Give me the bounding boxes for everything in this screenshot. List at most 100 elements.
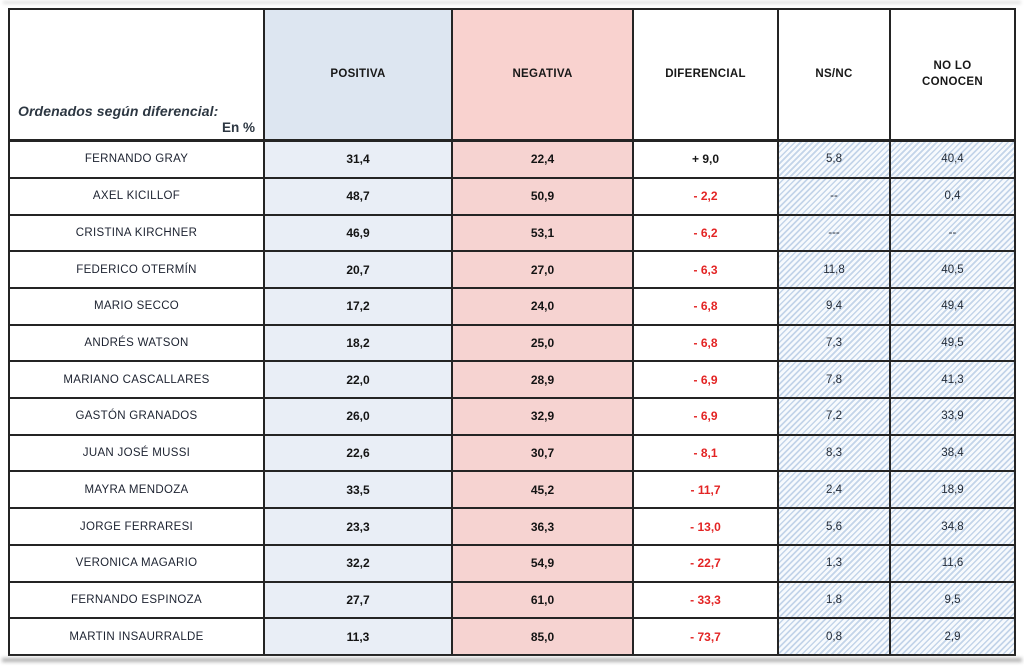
desconocen-value: 2,9 xyxy=(889,617,1016,656)
candidate-name: MARIANO CASCALLARES xyxy=(8,360,265,400)
table-row: MARTIN INSAURRALDE 11,3 85,0 - 73,7 0,8 … xyxy=(8,617,1016,656)
diferencial-value: - 6,9 xyxy=(632,397,779,436)
positiva-value: 22,0 xyxy=(263,360,453,400)
table-row: JORGE FERRARESI 23,3 36,3 - 13,0 5,6 34,… xyxy=(8,507,1016,546)
negativa-value: 32,9 xyxy=(451,397,634,436)
positiva-value: 31,4 xyxy=(263,139,453,179)
negativa-value: 53,1 xyxy=(451,213,634,253)
nsnc-value: 8,3 xyxy=(777,433,891,473)
negativa-value: 85,0 xyxy=(451,617,634,656)
diferencial-value: - 73,7 xyxy=(632,617,779,656)
table-row: GASTÓN GRANADOS 26,0 32,9 - 6,9 7,2 33,9 xyxy=(8,397,1016,436)
table-row: FERNANDO ESPINOZA 27,7 61,0 - 33,3 1,8 9… xyxy=(8,580,1016,620)
positiva-value: 33,5 xyxy=(263,470,453,510)
column-header-no-lo-conocen-label: NO LO CONOCEN xyxy=(922,60,983,89)
candidate-name: CRISTINA KIRCHNER xyxy=(8,213,265,253)
positiva-value: 26,0 xyxy=(263,397,453,436)
negativa-value: 24,0 xyxy=(451,286,634,326)
table-row: FERNANDO GRAY 31,4 22,4 + 9,0 5,8 40,4 xyxy=(8,139,1016,179)
nsnc-value: 1,8 xyxy=(777,580,891,620)
desconocen-value: 34,8 xyxy=(889,507,1016,546)
desconocen-value: 40,4 xyxy=(889,139,1016,179)
candidate-name: VERONICA MAGARIO xyxy=(8,543,265,583)
candidate-name: JUAN JOSÉ MUSSI xyxy=(8,433,265,473)
nsnc-value: 0,8 xyxy=(777,617,891,656)
diferencial-value: - 33,3 xyxy=(632,580,779,620)
diferencial-value: - 13,0 xyxy=(632,507,779,546)
table-row: FEDERICO OTERMÍN 20,7 27,0 - 6,3 11,8 40… xyxy=(8,250,1016,289)
negativa-value: 61,0 xyxy=(451,580,634,620)
table-row: VERONICA MAGARIO 32,2 54,9 - 22,7 1,3 11… xyxy=(8,543,1016,583)
table-row: AXEL KICILLOF 48,7 50,9 - 2,2 -- 0,4 xyxy=(8,176,1016,216)
top-edge-artifact xyxy=(3,1,1021,4)
nsnc-value: 5,8 xyxy=(777,139,891,179)
negativa-value: 22,4 xyxy=(451,139,634,179)
candidate-name: MARTIN INSAURRALDE xyxy=(8,617,265,656)
diferencial-value: - 6,9 xyxy=(632,360,779,400)
desconocen-value: 38,4 xyxy=(889,433,1016,473)
nsnc-value: 9,4 xyxy=(777,286,891,326)
column-header-diferencial: DIFERENCIAL xyxy=(632,8,779,142)
unit-label: En % xyxy=(221,119,255,135)
negativa-value: 28,9 xyxy=(451,360,634,400)
nsnc-value: 7,8 xyxy=(777,360,891,400)
sort-note-label: Ordenados según diferencial: xyxy=(18,102,219,119)
desconocen-value: 0,4 xyxy=(889,176,1016,216)
diferencial-value: - 22,7 xyxy=(632,543,779,583)
desconocen-value: 11,6 xyxy=(889,543,1016,583)
nsnc-value: 11,8 xyxy=(777,250,891,289)
diferencial-value: - 2,2 xyxy=(632,176,779,216)
survey-table: Ordenados según diferencial: En % POSITI… xyxy=(8,8,1016,656)
desconocen-value: -- xyxy=(889,213,1016,253)
table-row: ANDRÉS WATSON 18,2 25,0 - 6,8 7,3 49,5 xyxy=(8,323,1016,363)
table-body: FERNANDO GRAY 31,4 22,4 + 9,0 5,8 40,4 A… xyxy=(8,139,1016,656)
candidate-name: FERNANDO ESPINOZA xyxy=(8,580,265,620)
positiva-value: 20,7 xyxy=(263,250,453,289)
table-row: MARIO SECCO 17,2 24,0 - 6,8 9,4 49,4 xyxy=(8,286,1016,326)
negativa-value: 50,9 xyxy=(451,176,634,216)
table-row: CRISTINA KIRCHNER 46,9 53,1 - 6,2 --- -- xyxy=(8,213,1016,253)
positiva-value: 32,2 xyxy=(263,543,453,583)
table-row: MAYRA MENDOZA 33,5 45,2 - 11,7 2,4 18,9 xyxy=(8,470,1016,510)
diferencial-value: - 11,7 xyxy=(632,470,779,510)
desconocen-value: 41,3 xyxy=(889,360,1016,400)
desconocen-value: 40,5 xyxy=(889,250,1016,289)
column-header-positiva: POSITIVA xyxy=(263,8,453,142)
corner-cell: Ordenados según diferencial: En % xyxy=(8,8,265,142)
diferencial-value: - 8,1 xyxy=(632,433,779,473)
nsnc-value: 2,4 xyxy=(777,470,891,510)
positiva-value: 23,3 xyxy=(263,507,453,546)
desconocen-value: 33,9 xyxy=(889,397,1016,436)
nsnc-value: 5,6 xyxy=(777,507,891,546)
nsnc-value: -- xyxy=(777,176,891,216)
nsnc-value: 1,3 xyxy=(777,543,891,583)
negativa-value: 54,9 xyxy=(451,543,634,583)
candidate-name: AXEL KICILLOF xyxy=(8,176,265,216)
table-row: JUAN JOSÉ MUSSI 22,6 30,7 - 8,1 8,3 38,4 xyxy=(8,433,1016,473)
nsnc-value: --- xyxy=(777,213,891,253)
header-row: Ordenados según diferencial: En % POSITI… xyxy=(8,8,1016,142)
column-header-no-lo-conocen: NO LO CONOCEN xyxy=(889,8,1016,142)
bottom-edge-artifact xyxy=(2,658,1022,662)
diferencial-value: + 9,0 xyxy=(632,139,779,179)
nsnc-value: 7,3 xyxy=(777,323,891,363)
positiva-value: 46,9 xyxy=(263,213,453,253)
column-header-negativa: NEGATIVA xyxy=(451,8,634,142)
candidate-name: ANDRÉS WATSON xyxy=(8,323,265,363)
candidate-name: MARIO SECCO xyxy=(8,286,265,326)
positiva-value: 27,7 xyxy=(263,580,453,620)
diferencial-value: - 6,2 xyxy=(632,213,779,253)
candidate-name: FEDERICO OTERMÍN xyxy=(8,250,265,289)
desconocen-value: 49,4 xyxy=(889,286,1016,326)
negativa-value: 27,0 xyxy=(451,250,634,289)
nsnc-value: 7,2 xyxy=(777,397,891,436)
positiva-value: 22,6 xyxy=(263,433,453,473)
positiva-value: 48,7 xyxy=(263,176,453,216)
negativa-value: 36,3 xyxy=(451,507,634,546)
desconocen-value: 18,9 xyxy=(889,470,1016,510)
diferencial-value: - 6,3 xyxy=(632,250,779,289)
positiva-value: 18,2 xyxy=(263,323,453,363)
desconocen-value: 9,5 xyxy=(889,580,1016,620)
positiva-value: 17,2 xyxy=(263,286,453,326)
